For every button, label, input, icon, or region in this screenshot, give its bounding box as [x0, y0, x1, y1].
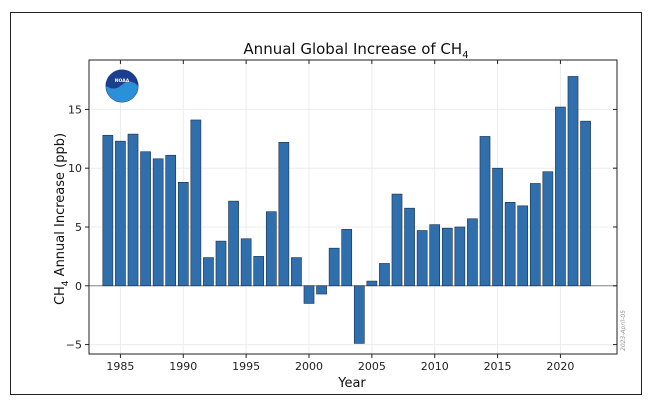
y-axis-label-post: Annual Increase (ppb) — [53, 133, 68, 281]
x-tick-label: 2015 — [484, 360, 512, 373]
noaa-logo: NOAA — [105, 69, 139, 103]
bar-1990 — [177, 182, 189, 287]
bar-1995 — [240, 238, 252, 287]
y-axis-label: CH4 Annual Increase (ppb) — [53, 133, 71, 305]
y-tick-label: 10 — [68, 162, 82, 175]
bar-2005 — [366, 280, 378, 287]
bar-1993 — [215, 240, 227, 287]
bar-2009 — [416, 230, 428, 287]
bar-2014 — [479, 136, 491, 287]
x-axis-label: Year — [337, 376, 366, 391]
chart-title: Annual Global Increase of CH4 — [243, 40, 468, 61]
y-axis-label-pre: CH — [53, 286, 68, 305]
x-tick-label: 2000 — [295, 360, 323, 373]
bar-2021 — [567, 76, 579, 287]
bar-2001 — [316, 285, 327, 295]
chart-frame: 1985 1990 1995 2000 2005 2010 2015 2020 −5 0 5 10 1… — [10, 12, 642, 395]
bar-1998 — [278, 142, 290, 287]
noaa-logo-wave — [106, 81, 138, 102]
bar-1989 — [165, 154, 177, 287]
bar-2018 — [529, 183, 541, 287]
bar-1988 — [152, 158, 164, 287]
bar-1991 — [190, 119, 202, 287]
x-tick-label: 1985 — [106, 360, 134, 373]
y-tick-label: 15 — [68, 103, 82, 116]
x-tick-label: 2020 — [546, 360, 574, 373]
y-tick-label: 0 — [75, 280, 82, 293]
bar-1985 — [115, 140, 126, 287]
bar-1994 — [228, 200, 239, 287]
bar-1999 — [291, 257, 302, 287]
x-tick-label: 1990 — [169, 360, 197, 373]
bar-2011 — [441, 227, 453, 287]
bar-2003 — [341, 229, 353, 287]
bar-2019 — [542, 171, 554, 287]
bar-2022 — [580, 120, 591, 287]
y-axis-ticks: −5 0 5 10 15 — [66, 103, 617, 352]
x-tick-label: 2010 — [421, 360, 449, 373]
x-tick-label: 1995 — [232, 360, 260, 373]
plot-border — [88, 59, 618, 355]
bar-2017 — [517, 205, 529, 287]
bar-2016 — [504, 201, 516, 287]
bar-series — [102, 76, 591, 344]
x-tick-label: 2005 — [358, 360, 386, 373]
bar-2002 — [328, 247, 340, 287]
chart-title-main: Annual Global Increase of CH — [243, 40, 462, 58]
x-axis-ticks: 1985 1990 1995 2000 2005 2010 2015 2020 — [106, 60, 574, 373]
chart-title-subscript: 4 — [462, 50, 468, 61]
noaa-logo-text: NOAA — [115, 78, 130, 84]
bar-2013 — [467, 218, 478, 287]
noaa-logo-sky — [106, 70, 138, 89]
bar-2007 — [391, 193, 403, 287]
y-tick-label: 5 — [75, 221, 82, 234]
bar-1992 — [203, 257, 214, 287]
bar-2008 — [404, 207, 415, 287]
bar-2004 — [353, 285, 365, 344]
bar-1996 — [253, 256, 265, 287]
bar-2012 — [454, 226, 466, 287]
annual-ch4-increase-chart: 1985 1990 1995 2000 2005 2010 2015 2020 −5 0 5 10 1… — [53, 40, 627, 391]
bar-1984 — [102, 134, 114, 287]
date-stamp: 2023-April-05 — [620, 310, 627, 351]
bar-2000 — [303, 285, 315, 304]
bar-2015 — [492, 167, 503, 287]
bar-2010 — [429, 224, 441, 287]
bar-2006 — [379, 263, 390, 287]
y-axis-label-subscript: 4 — [61, 280, 71, 286]
y-tick-label: −5 — [66, 339, 82, 352]
bar-1987 — [140, 151, 151, 287]
bar-1997 — [265, 211, 277, 287]
bar-2020 — [555, 106, 566, 287]
bar-1986 — [127, 133, 139, 287]
